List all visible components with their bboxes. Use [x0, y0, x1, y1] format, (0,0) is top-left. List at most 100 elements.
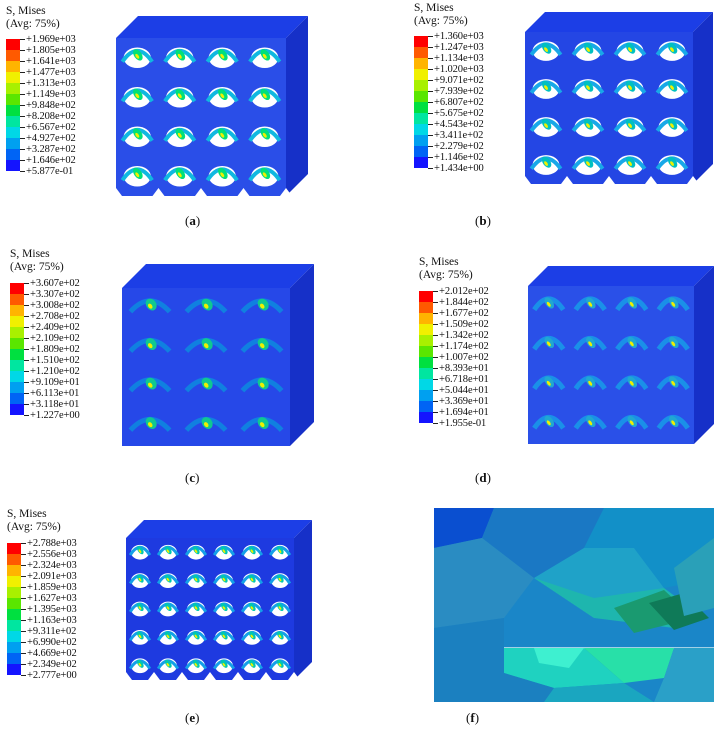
detail-region — [674, 538, 714, 616]
stress-peak — [670, 123, 674, 128]
stress-peak — [259, 422, 265, 428]
detail-region — [534, 648, 584, 668]
legend-swatch — [6, 138, 20, 149]
legend-swatch — [7, 609, 21, 620]
stress-peak — [546, 301, 551, 307]
stress-peak — [546, 420, 551, 426]
stress-peak — [250, 663, 254, 667]
legend-swatch — [414, 47, 428, 58]
stress-peak — [278, 663, 282, 667]
legend-tick — [21, 620, 26, 621]
legend-swatch — [7, 543, 21, 554]
legend-value: +6.990e+02 — [27, 637, 77, 648]
legend-value: +1.210e+02 — [30, 366, 80, 377]
legend-swatch — [10, 360, 24, 371]
legend-value: +6.807e+02 — [434, 97, 484, 108]
stress-peak — [586, 47, 590, 52]
legend-swatch — [419, 412, 433, 423]
legend-value: +2.556e+03 — [27, 549, 77, 560]
legend-tick — [433, 302, 438, 303]
stress-peak — [194, 663, 198, 667]
legend-swatch — [6, 50, 20, 61]
legend-swatch — [7, 620, 21, 631]
caption-e: (e) — [185, 710, 200, 725]
stress-peak — [262, 132, 267, 138]
lattice-model-c — [122, 264, 314, 446]
legend-tick — [428, 36, 433, 37]
legend-tick — [433, 324, 438, 325]
legend-swatch — [10, 305, 24, 316]
legend-tick — [24, 316, 29, 317]
legend-tick — [21, 631, 26, 632]
legend-title-e: S, Mises (Avg: 75%) — [7, 508, 61, 534]
legend-swatch — [419, 390, 433, 401]
stress-peak — [194, 549, 198, 553]
stress-peak — [544, 47, 548, 52]
stress-peak — [588, 301, 593, 307]
legend-value: +2.788e+03 — [27, 538, 77, 549]
legend-title-text: S, Mises — [6, 5, 46, 17]
stress-peak — [203, 343, 209, 349]
stress-peak — [671, 380, 676, 386]
stress-peak — [250, 606, 254, 610]
caption-d: (d) — [475, 470, 491, 485]
legend-value: +6.567e+02 — [26, 122, 76, 133]
detail-region — [434, 538, 534, 628]
legend-value: +4.927e+02 — [26, 133, 76, 144]
stress-peak — [138, 549, 142, 553]
legend-value: +1.477e+03 — [26, 67, 76, 78]
detail-region — [654, 648, 714, 702]
detail-region — [434, 618, 554, 702]
stress-peak — [166, 606, 170, 610]
cube-top-face — [126, 520, 312, 538]
legend-tick — [24, 349, 29, 350]
legend-tick — [428, 102, 433, 103]
legend-tick — [24, 283, 29, 284]
stress-peak — [203, 422, 209, 428]
legend-tick — [24, 415, 29, 416]
legend-value: +3.008e+02 — [30, 300, 80, 311]
stress-peak — [138, 606, 142, 610]
lattice-model-a — [112, 16, 308, 196]
legend-tick — [24, 305, 29, 306]
legend-swatch — [10, 316, 24, 327]
legend-swatch — [414, 124, 428, 135]
legend-tick — [24, 327, 29, 328]
caption-a: (a) — [185, 213, 201, 228]
legend-swatch — [10, 382, 24, 393]
caption-c-letter: c — [189, 470, 196, 485]
legend-tick — [433, 401, 438, 402]
legend-tick — [433, 379, 438, 380]
stress-peak — [166, 549, 170, 553]
lattice-notch — [148, 672, 160, 680]
stress-peak — [671, 301, 676, 307]
legend-swatch — [10, 371, 24, 382]
legend-tick — [20, 61, 25, 62]
legend-value: +1.434e+00 — [434, 163, 484, 174]
legend-tick — [20, 50, 25, 51]
stress-peak — [194, 577, 198, 582]
stress-peak — [586, 123, 590, 128]
legend-value: +9.311e+02 — [27, 626, 77, 637]
legend-swatch — [419, 324, 433, 335]
legend-tick — [433, 357, 438, 358]
legend-swatch — [419, 313, 433, 324]
legend-e: +2.788e+03 +2.556e+03 +2.324e+03 +2.091e+03… — [7, 538, 107, 681]
legend-swatch — [419, 335, 433, 346]
detail-region — [482, 508, 604, 578]
legend-tick — [20, 160, 25, 161]
legend-title-b: S, Mises (Avg: 75%) — [414, 2, 468, 28]
legend-tick — [20, 83, 25, 84]
legend-value: +1.809e+02 — [30, 344, 80, 355]
stress-peak — [135, 53, 140, 59]
legend-swatch — [7, 598, 21, 609]
legend-value: +8.393e+01 — [439, 363, 489, 374]
legend-swatch — [6, 127, 20, 138]
legend-tick — [21, 609, 26, 610]
legend-tick — [24, 294, 29, 295]
legend-swatch — [10, 404, 24, 415]
legend-swatch — [6, 72, 20, 83]
legend-swatch — [7, 631, 21, 642]
legend-avg-text: (Avg: 75%) — [7, 521, 61, 533]
lattice-notch — [561, 176, 573, 184]
